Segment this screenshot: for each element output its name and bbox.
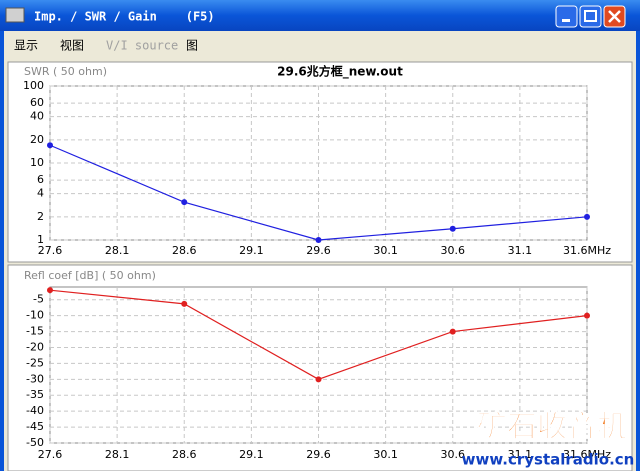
- maximize-button[interactable]: [579, 5, 602, 28]
- x-tick-label: 31.1: [508, 244, 533, 257]
- y-tick-label: -30: [26, 372, 44, 385]
- y-tick-label: 6: [37, 173, 44, 186]
- y-tick-label: -20: [26, 340, 44, 353]
- minimize-icon: [562, 19, 570, 22]
- y-tick-label: 10: [30, 156, 44, 169]
- y-tick-label: -40: [26, 404, 44, 417]
- close-icon: [608, 10, 621, 23]
- watermark-title: 矿石收音机: [477, 410, 627, 445]
- x-tick-label: 27.6: [38, 244, 63, 257]
- data-point: [181, 300, 188, 307]
- y-tick-label: 1: [37, 233, 44, 246]
- y-axis-title: Refl coef [dB] ( 50 ohm): [24, 269, 156, 282]
- y-tick-label: 2: [37, 210, 44, 223]
- data-point: [181, 199, 188, 206]
- chart-title: 29.6兆方框_new.out: [277, 64, 403, 80]
- data-point: [315, 237, 322, 243]
- x-tick-label: 28.6: [172, 244, 197, 257]
- chart-panel: [7, 61, 633, 263]
- data-point: [584, 312, 590, 319]
- maximize-icon: [584, 10, 597, 22]
- x-tick-label: 27.6: [38, 448, 63, 461]
- x-tick-label: 29.1: [239, 244, 264, 257]
- y-axis-title: SWR ( 50 ohm): [24, 65, 107, 78]
- y-tick-label: -15: [26, 325, 44, 338]
- y-tick-label: -10: [26, 309, 44, 322]
- x-tick-label: 30.6: [441, 448, 466, 461]
- data-point: [449, 225, 456, 232]
- x-tick-label: 31.6MHz: [563, 448, 611, 461]
- x-tick-label: 30.1: [373, 244, 398, 257]
- menu-item[interactable]: V/I source: [106, 39, 178, 53]
- x-tick-label: 28.1: [105, 448, 130, 461]
- x-tick-label: 28.6: [172, 448, 197, 461]
- y-tick-label: -5: [33, 293, 44, 306]
- data-point: [47, 287, 53, 294]
- y-tick-label: -45: [26, 420, 44, 433]
- data-point: [315, 376, 322, 383]
- menu-item[interactable]: 显示: [14, 39, 38, 53]
- minimize-button[interactable]: [555, 5, 578, 28]
- y-tick-label: 20: [30, 133, 44, 146]
- y-tick-label: -50: [26, 436, 44, 449]
- x-tick-label: 29.6: [306, 244, 331, 257]
- data-point: [47, 142, 53, 149]
- y-tick-label: 4: [37, 187, 44, 200]
- x-tick-label: 30.1: [373, 448, 398, 461]
- x-tick-label: 28.1: [105, 244, 130, 257]
- x-tick-label: 30.6: [441, 244, 466, 257]
- data-point: [584, 213, 590, 220]
- window-title: Imp. / SWR / Gain (F5): [34, 10, 215, 24]
- y-tick-label: -25: [26, 356, 44, 369]
- y-tick-label: -35: [26, 388, 44, 401]
- x-tick-label: 29.6: [306, 448, 331, 461]
- title-bar: [0, 0, 640, 31]
- x-tick-label: 31.6MHz: [563, 244, 611, 257]
- y-tick-label: 100: [23, 79, 44, 92]
- x-tick-label: 31.1: [508, 448, 533, 461]
- y-tick-label: 60: [30, 96, 44, 109]
- menu-item[interactable]: 图: [186, 39, 198, 53]
- x-tick-label: 29.1: [239, 448, 264, 461]
- y-tick-label: 40: [30, 110, 44, 123]
- data-point: [449, 328, 456, 335]
- watermark-url: www.crystalradio.cn: [462, 451, 635, 469]
- menu-item[interactable]: 视图: [60, 38, 84, 53]
- app-icon: [5, 7, 25, 23]
